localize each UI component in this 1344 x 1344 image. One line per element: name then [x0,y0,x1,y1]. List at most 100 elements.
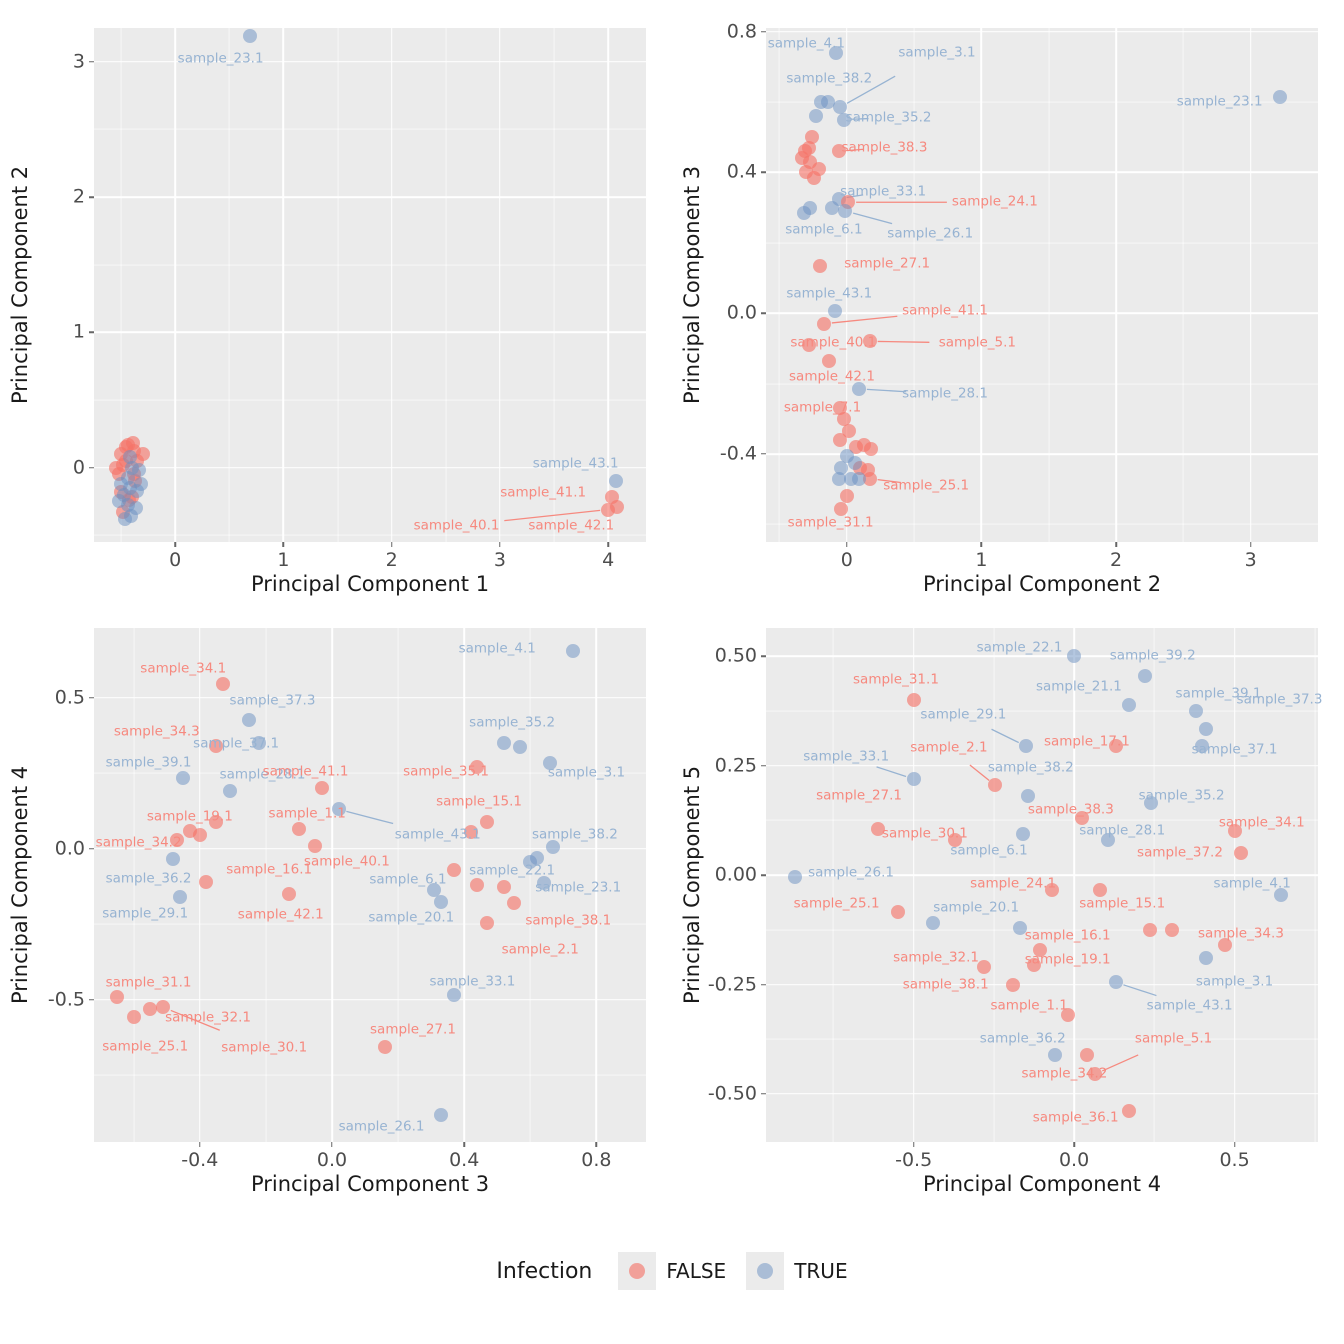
x-tick-mark [331,1142,333,1147]
minor-gridline [265,628,267,1142]
data-point-sample_38.3 [831,144,846,159]
data-point-sample_38.1 [506,896,521,911]
point-label: sample_6.1 [785,221,863,238]
legend-key-true [746,1252,785,1290]
data-point-sample_39.2 [1137,669,1152,684]
y-tick-label: 0.00 [714,863,757,886]
major-gridline [94,999,646,1001]
legend-key-false [618,1252,657,1290]
x-tick-mark [390,542,393,547]
y-axis-title: Principal Component 2 [8,165,32,405]
point-label: sample_17.1 [1043,732,1130,749]
data-point [1142,922,1157,937]
data-point-sample_29.1 [172,890,187,905]
point-label: sample_19.1 [146,808,233,825]
point-label: sample_37.2 [1137,844,1223,861]
y-tick-mark [761,655,766,658]
y-tick-label: 1 [72,320,85,343]
point-label: sample_4.1 [1213,875,1291,892]
data-point-sample_34.3 [209,738,224,753]
data-point-sample_31.1 [834,501,849,516]
point-label: sample_20.1 [933,899,1020,916]
point-label: sample_19.1 [1024,951,1111,968]
minor-gridline [94,129,646,130]
data-point [842,424,857,439]
y-tick-mark [761,312,766,314]
data-point-sample_3.1 [543,755,558,770]
minor-gridline [766,820,1318,821]
data-point-sample_34.2 [1079,1047,1094,1062]
minor-gridline [120,28,122,542]
data-point-sample_19.1 [1026,957,1041,972]
point-label: sample_34.2 [1021,1065,1108,1082]
x-tick-label: 0.0 [316,1149,348,1171]
minor-gridline [445,28,447,542]
data-point-sample_34.2 [169,832,184,847]
point-label: sample_29.1 [102,904,189,921]
legend-item-true: TRUE [746,1252,848,1290]
point-label: sample_1.1 [990,997,1068,1014]
y-tick-mark [89,331,94,334]
y-tick-label: 3 [72,50,85,73]
data-point-sample_38.1 [1006,977,1021,992]
point-label: sample_25.1 [883,476,970,493]
major-gridline [463,628,465,1142]
point-label: sample_15.1 [1079,894,1166,911]
major-gridline [766,171,1318,174]
minor-gridline [766,242,1318,244]
point-label: sample_21.1 [1035,678,1122,695]
y-axis-title: Principal Component 5 [680,765,704,1005]
y-tick-label: 0.0 [726,301,757,324]
minor-gridline [1182,28,1184,542]
point-label: sample_35.1 [403,762,489,779]
minor-gridline [553,28,555,542]
data-point-sample_23.1 [1273,89,1288,104]
plot-panel: 0 1 2 3 4 0 1 2 3 sample_23.1 sample_43.1 sample_41… [73,28,646,570]
data-point-sample_28.1 [222,784,237,799]
data-point [470,878,485,892]
data-point [192,828,207,843]
major-gridline [174,28,176,542]
data-point [120,437,135,452]
data-point-sample_4.1 [829,45,843,60]
y-tick-mark [761,983,766,986]
point-label: sample_26.1 [808,864,894,881]
data-point-sample_37.2 [1233,846,1248,861]
minor-gridline [766,1038,1318,1040]
point-label: sample_33.1 [803,748,890,765]
plot-pc4-vs-pc5: Principal Component 5 -0.5 0.0 0.5 -0.50 -0.… [672,610,1344,1210]
data-point-sample_31.1 [906,693,921,708]
legend-item-false: FALSE [618,1252,726,1290]
major-gridline [766,874,1318,876]
y-tick-mark [761,171,766,174]
point-label: sample_41.1 [500,484,587,501]
major-gridline [845,28,848,542]
data-point-sample_33.1 [447,988,462,1003]
point-label: sample_24.1 [970,875,1057,892]
point-label: sample_24.1 [951,193,1038,210]
data-point-sample_39.1 [1189,704,1204,719]
x-tick-label: 2 [385,549,398,571]
point-label: sample_42.1 [528,517,615,534]
x-axis-title: Principal Component 1 [250,572,490,596]
x-tick-mark [607,542,609,547]
minor-gridline [766,101,1318,103]
data-point [796,205,811,220]
minor-gridline [779,28,780,542]
data-point-sample_16.1 [199,874,214,889]
y-tick-mark [761,453,766,455]
point-label: sample_23.1 [177,50,264,67]
minor-gridline [133,628,135,1142]
major-gridline [94,847,646,850]
point-label: sample_3.1 [898,43,976,60]
point-label: sample_32.1 [893,949,980,966]
point-label: sample_41.1 [262,762,349,779]
data-point-sample_27.1 [812,258,827,273]
data-point [851,471,866,486]
major-gridline [94,466,646,469]
plot-area: 0 1 2 3 4 0 1 2 3 sample_23.1 sample_43.1 sample_41… [73,28,646,570]
plot-area: 0 1 2 3 -0.4 0.0 0.4 0.8 sample_4.1 sample_3.1 sam… [720,22,1318,570]
point-label: sample_26.1 [338,1118,425,1135]
data-point-sample_4.1 [566,643,581,658]
data-point-sample_40.1 [308,838,323,853]
